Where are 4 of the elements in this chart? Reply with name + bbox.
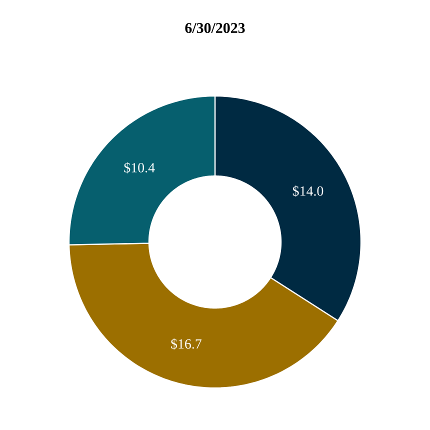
data-label: $10.4 [124,162,155,174]
data-label: $14.0 [292,186,324,197]
data-label: $16.7 [171,338,202,350]
chart-title: 6/30/2023 [185,22,245,34]
